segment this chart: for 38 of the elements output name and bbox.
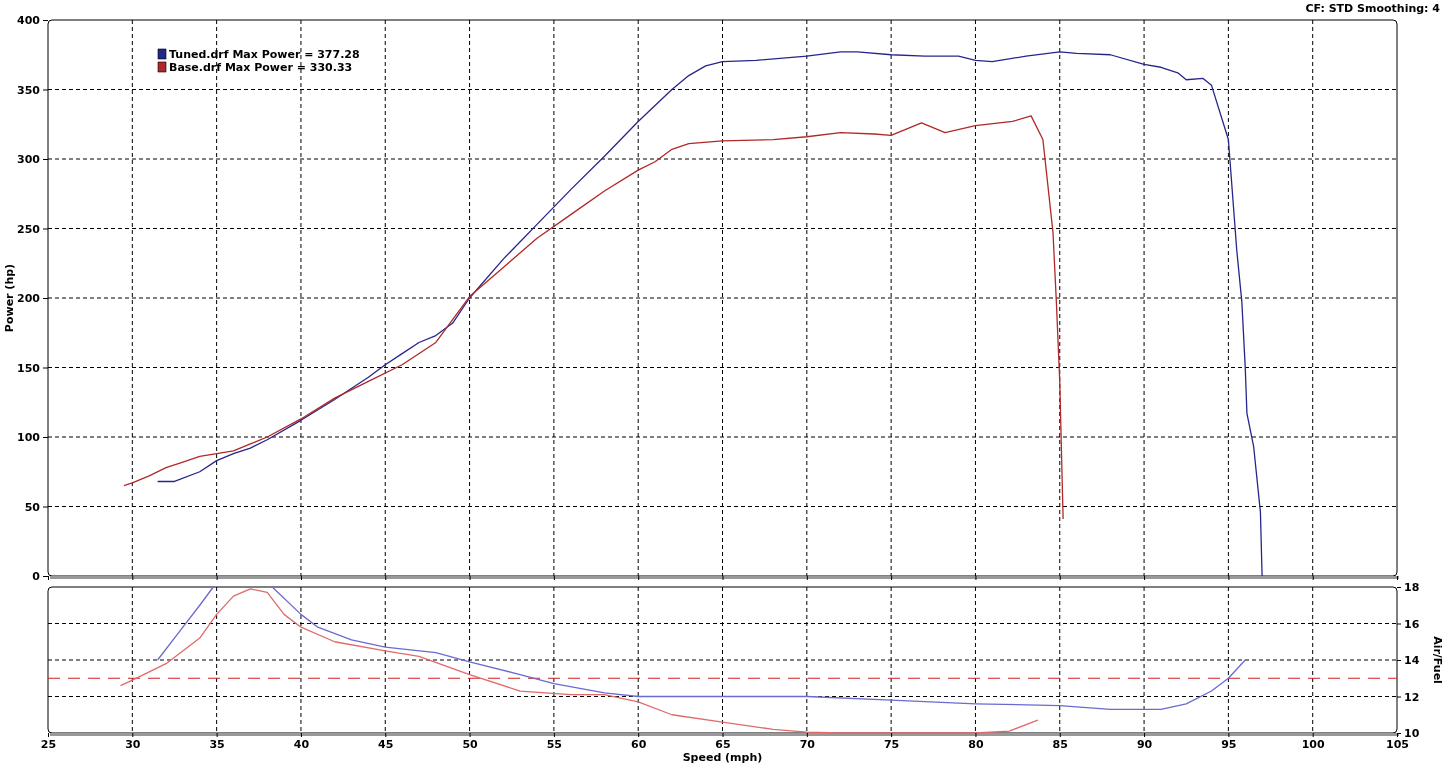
x-tick-label: 75 xyxy=(883,737,900,751)
x-tick-label: 55 xyxy=(546,737,563,751)
legend-label: Base.drf Max Power = 330.33 xyxy=(169,61,353,74)
x-tick-label: 60 xyxy=(631,737,647,751)
x-axis-title: Speed (mph) xyxy=(682,751,763,764)
text: CF: STD Smoothing: 4 xyxy=(1305,2,1441,15)
x-tick-label: 70 xyxy=(799,737,816,751)
y-tick-label: 50 xyxy=(24,500,41,514)
x-tick-label: 35 xyxy=(209,737,225,751)
line-series xyxy=(123,115,1064,520)
y2-tick-label: 16 xyxy=(1404,617,1420,631)
y-tick-label: 350 xyxy=(17,83,41,97)
x-tick-label: 100 xyxy=(1301,737,1326,751)
x-tick-label: 30 xyxy=(125,737,141,751)
x-tick-label: 85 xyxy=(1052,737,1068,751)
y2-axis-title: Air/Fuel xyxy=(1431,636,1444,684)
x-tick-label: 25 xyxy=(40,737,57,751)
y-tick-label: 100 xyxy=(17,431,41,445)
y-tick-label: 300 xyxy=(17,153,41,167)
x-tick-label: 45 xyxy=(378,737,394,751)
x-tick-label: 80 xyxy=(968,737,984,751)
legend-label: Tuned.drf Max Power = 377.28 xyxy=(169,48,360,61)
line-series xyxy=(119,588,1039,734)
y-tick-label: 250 xyxy=(17,222,41,236)
y2-tick-label: 18 xyxy=(1404,581,1420,595)
y-tick-label: 150 xyxy=(17,361,41,375)
x-tick-label: 40 xyxy=(293,737,310,751)
x-tick-label: 65 xyxy=(715,737,731,751)
y-tick-label: 200 xyxy=(17,292,41,306)
y-axis-title: Power (hp) xyxy=(3,263,16,333)
x-tick-label: 90 xyxy=(1136,737,1153,751)
y2-tick-label: 14 xyxy=(1404,654,1420,668)
x-tick-label: 95 xyxy=(1221,737,1237,751)
y2-tick-label: 12 xyxy=(1404,690,1420,704)
line-series xyxy=(156,51,1263,577)
y-tick-label: 0 xyxy=(32,570,41,584)
y-tick-label: 400 xyxy=(17,14,41,28)
x-tick-label: 50 xyxy=(462,737,479,751)
